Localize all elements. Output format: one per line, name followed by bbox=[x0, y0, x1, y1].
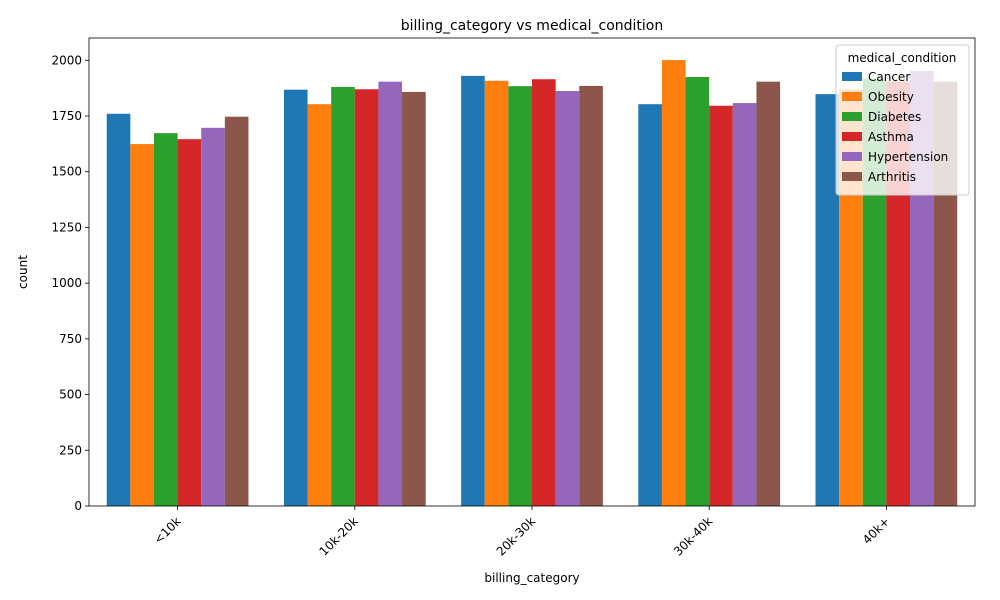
legend-label-obesity: Obesity bbox=[868, 90, 914, 104]
legend-label-cancer: Cancer bbox=[868, 70, 910, 84]
bar-hypertension-2 bbox=[555, 91, 580, 506]
bar-arthritis-2 bbox=[579, 85, 603, 506]
bar-cancer-3 bbox=[638, 104, 662, 506]
y-axis-label: count bbox=[16, 255, 30, 289]
legend: medical_condition Cancer Obesity Diabetes A… bbox=[835, 44, 970, 196]
bar-hypertension-0 bbox=[201, 127, 225, 506]
bar-diabetes-1 bbox=[331, 87, 355, 506]
bar-arthritis-0 bbox=[224, 116, 249, 507]
bar-asthma-0 bbox=[177, 139, 202, 506]
legend-label-arthritis: Arthritis bbox=[868, 170, 916, 184]
bar-obesity-3 bbox=[661, 60, 686, 507]
x-axis: <10k 10k-20k 20k-30k 30k-40k 40k+ bbox=[151, 506, 893, 559]
legend-frame bbox=[835, 44, 970, 196]
legend-label-hypertension: Hypertension bbox=[868, 150, 948, 164]
y-tick-label: 1000 bbox=[51, 276, 82, 290]
y-tick-label: 500 bbox=[59, 388, 82, 402]
y-tick-label: 1500 bbox=[51, 165, 82, 179]
x-axis-label: billing_category bbox=[484, 571, 579, 585]
bar-hypertension-3 bbox=[732, 103, 757, 506]
y-tick-label: 1250 bbox=[51, 220, 82, 234]
bar-diabetes-0 bbox=[153, 133, 178, 506]
legend-swatch-hypertension bbox=[842, 152, 862, 161]
y-tick-label: 2000 bbox=[51, 53, 82, 67]
legend-swatch-obesity bbox=[842, 92, 862, 101]
bar-cancer-2 bbox=[461, 75, 485, 506]
bar-cancer-4 bbox=[815, 94, 840, 506]
y-tick-label: 1750 bbox=[51, 109, 82, 123]
x-tick-label: 20k-30k bbox=[494, 514, 538, 558]
bar-hypertension-1 bbox=[378, 81, 403, 507]
bar-asthma-2 bbox=[532, 79, 556, 506]
legend-swatch-diabetes bbox=[842, 112, 862, 121]
plot-frame bbox=[88, 37, 976, 507]
bar-asthma-1 bbox=[354, 89, 379, 506]
y-tick-label: 250 bbox=[59, 443, 82, 457]
bars-group bbox=[106, 60, 958, 507]
bar-arthritis-3 bbox=[756, 81, 781, 507]
x-tick-label: 40k+ bbox=[860, 514, 893, 547]
bar-diabetes-2 bbox=[508, 86, 532, 506]
x-tick-label: 10k-20k bbox=[317, 514, 361, 558]
legend-label-diabetes: Diabetes bbox=[868, 110, 921, 124]
y-axis: 0 250 500 750 1000 1250 1500 1750 2000 bbox=[51, 53, 89, 513]
bar-arthritis-1 bbox=[402, 91, 426, 507]
legend-swatch-cancer bbox=[842, 72, 862, 81]
bar-obesity-2 bbox=[484, 80, 509, 506]
legend-swatch-asthma bbox=[842, 132, 862, 141]
bar-asthma-3 bbox=[709, 105, 733, 506]
bar-obesity-0 bbox=[130, 144, 154, 506]
y-tick-label: 750 bbox=[59, 332, 82, 346]
legend-label-asthma: Asthma bbox=[868, 130, 914, 144]
bar-cancer-0 bbox=[106, 113, 131, 507]
y-tick-label: 0 bbox=[74, 499, 82, 513]
bar-cancer-1 bbox=[283, 89, 308, 506]
x-tick-label: 30k-40k bbox=[671, 514, 715, 558]
legend-items: Cancer Obesity Diabetes Asthma Hypertension A… bbox=[842, 70, 948, 184]
x-tick-label: <10k bbox=[151, 514, 184, 547]
bar-obesity-1 bbox=[307, 104, 332, 506]
chart-title: billing_category vs medical_condition bbox=[401, 18, 663, 34]
legend-swatch-arthritis bbox=[842, 172, 862, 181]
bar-diabetes-3 bbox=[685, 77, 710, 506]
legend-title: medical_condition bbox=[848, 51, 957, 65]
